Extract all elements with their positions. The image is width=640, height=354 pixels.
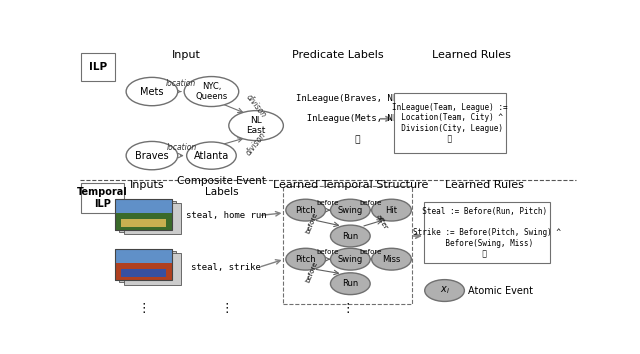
Circle shape bbox=[184, 76, 239, 107]
Text: Steal := Before(Run, Pitch)

Strike := Before(Pitch, Swing) ^
       Before(Swin: Steal := Before(Run, Pitch) Strike := Be… bbox=[413, 207, 561, 258]
Text: Hit: Hit bbox=[385, 206, 397, 215]
FancyBboxPatch shape bbox=[424, 202, 550, 263]
Text: Pitch: Pitch bbox=[296, 206, 316, 215]
Text: Swing: Swing bbox=[338, 206, 363, 215]
Circle shape bbox=[425, 280, 465, 302]
Circle shape bbox=[330, 199, 370, 221]
Text: Run: Run bbox=[342, 279, 358, 288]
Text: Run: Run bbox=[342, 232, 358, 240]
Text: InLeague(Team, League) :=
  Location(Team, City) ^
  Division(City, League)
    : InLeague(Team, League) := Location(Team,… bbox=[392, 103, 508, 143]
FancyBboxPatch shape bbox=[81, 183, 124, 213]
Text: location: location bbox=[166, 79, 196, 88]
FancyBboxPatch shape bbox=[115, 213, 172, 230]
Text: before: before bbox=[305, 212, 319, 235]
Circle shape bbox=[372, 199, 412, 221]
Text: Input: Input bbox=[172, 50, 201, 60]
Text: steal, home run: steal, home run bbox=[186, 211, 267, 220]
FancyBboxPatch shape bbox=[394, 93, 506, 153]
FancyBboxPatch shape bbox=[115, 249, 172, 263]
Circle shape bbox=[286, 248, 326, 270]
FancyBboxPatch shape bbox=[120, 201, 177, 232]
FancyBboxPatch shape bbox=[115, 199, 172, 213]
Text: before: before bbox=[360, 249, 382, 255]
Text: ⋮: ⋮ bbox=[220, 302, 232, 315]
Text: Mets: Mets bbox=[140, 86, 164, 97]
Text: Miss: Miss bbox=[382, 255, 401, 264]
Text: Learned Rules: Learned Rules bbox=[433, 50, 511, 60]
FancyBboxPatch shape bbox=[124, 253, 181, 285]
Circle shape bbox=[330, 225, 370, 247]
Circle shape bbox=[229, 111, 284, 141]
Text: Swing: Swing bbox=[338, 255, 363, 264]
Text: Inputs: Inputs bbox=[130, 180, 164, 190]
Circle shape bbox=[126, 142, 178, 170]
Text: before: before bbox=[305, 260, 319, 283]
Circle shape bbox=[286, 199, 326, 221]
Circle shape bbox=[330, 273, 370, 295]
Circle shape bbox=[372, 248, 412, 270]
Text: steal, strike: steal, strike bbox=[191, 263, 261, 272]
Text: Pitch: Pitch bbox=[296, 255, 316, 264]
FancyBboxPatch shape bbox=[115, 263, 172, 280]
FancyBboxPatch shape bbox=[284, 185, 412, 304]
Text: NL
East: NL East bbox=[246, 116, 266, 135]
Text: ⋮: ⋮ bbox=[137, 302, 150, 315]
Text: $x_i$: $x_i$ bbox=[440, 285, 449, 296]
Text: before: before bbox=[317, 249, 339, 255]
Text: Predicate Labels: Predicate Labels bbox=[292, 50, 384, 60]
Text: divison: divison bbox=[244, 92, 268, 119]
Text: Atlanta: Atlanta bbox=[194, 150, 229, 161]
Text: Temporal
ILP: Temporal ILP bbox=[77, 187, 128, 209]
Text: before: before bbox=[317, 200, 339, 206]
Text: InLeague(Braves, NL East)

  InLeague(Mets, NL East)

           ⋮: InLeague(Braves, NL East) InLeague(Mets,… bbox=[296, 93, 430, 144]
Text: Learned Rules: Learned Rules bbox=[445, 180, 524, 190]
FancyBboxPatch shape bbox=[115, 199, 172, 230]
Text: Atomic Event: Atomic Event bbox=[468, 286, 533, 296]
FancyBboxPatch shape bbox=[120, 251, 177, 282]
Text: NYC,
Queens: NYC, Queens bbox=[195, 82, 228, 101]
FancyBboxPatch shape bbox=[121, 269, 166, 277]
FancyBboxPatch shape bbox=[121, 219, 166, 227]
Text: Composite Event
Labels: Composite Event Labels bbox=[177, 176, 266, 197]
FancyBboxPatch shape bbox=[81, 53, 115, 81]
Text: ⋮: ⋮ bbox=[342, 302, 354, 315]
Text: before: before bbox=[360, 200, 382, 206]
Text: divison: divison bbox=[244, 130, 268, 157]
Circle shape bbox=[126, 78, 178, 106]
Text: ILP: ILP bbox=[90, 62, 108, 72]
Text: location: location bbox=[167, 143, 197, 153]
Text: Braves: Braves bbox=[135, 150, 169, 161]
Circle shape bbox=[187, 142, 236, 169]
Circle shape bbox=[330, 248, 370, 270]
FancyBboxPatch shape bbox=[115, 249, 172, 280]
Text: after: after bbox=[376, 213, 389, 230]
Text: Learned Temporal Structure: Learned Temporal Structure bbox=[273, 180, 428, 190]
FancyBboxPatch shape bbox=[124, 203, 181, 234]
